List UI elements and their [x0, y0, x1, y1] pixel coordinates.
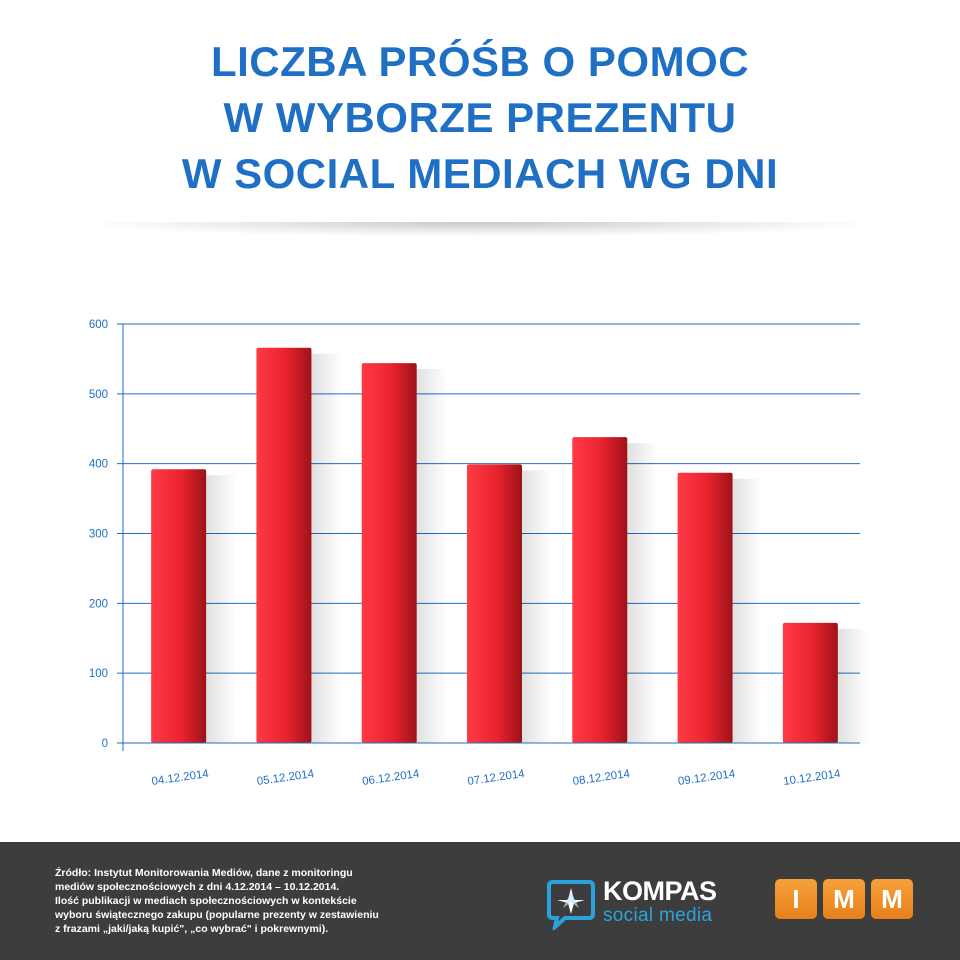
bar-shadow — [837, 628, 868, 743]
bar-shadow — [311, 353, 342, 743]
chart-title: LICZBA PRÓŚB O POMOC W WYBORZE PREZENTU … — [0, 34, 960, 202]
bar-shadow — [732, 478, 763, 743]
kompas-subtitle: social media — [603, 905, 713, 926]
bar — [256, 347, 312, 743]
y-tick-label: 300 — [89, 529, 108, 541]
bar — [151, 469, 207, 743]
bar — [572, 437, 628, 743]
bar-shadow — [627, 443, 658, 743]
imm-letter-1: I — [775, 879, 817, 919]
speech-bubble-compass-icon — [547, 880, 595, 930]
y-tick-label: 100 — [89, 668, 108, 680]
x-tick-label: 04.12.2014 — [151, 768, 210, 788]
bar-shadow — [416, 369, 447, 743]
source-note-line-1: Źródło: Instytut Monitorowania Mediów, d… — [55, 867, 353, 879]
y-tick-label: 600 — [89, 319, 108, 331]
x-tick-label: 10.12.2014 — [783, 768, 842, 788]
y-tick-label: 400 — [89, 459, 108, 471]
title-line-2: W WYBORZE PREZENTU — [223, 94, 737, 141]
imm-letter-2: M — [823, 879, 865, 919]
source-note-line-2: mediów społecznościowych z dni 4.12.2014… — [55, 881, 340, 893]
bar — [677, 472, 733, 743]
x-tick-label: 06.12.2014 — [361, 768, 420, 788]
footer: Źródło: Instytut Monitorowania Mediów, d… — [0, 842, 960, 960]
x-tick-label: 09.12.2014 — [677, 768, 736, 788]
title-line-1: LICZBA PRÓŚB O POMOC — [210, 38, 750, 85]
source-note-line-3: Ilość publikacji w mediach społecznościo… — [55, 895, 357, 907]
bar — [467, 464, 522, 743]
bar-shadow — [206, 475, 237, 743]
source-note-line-4: wyboru świątecznego zakupu (popularne pr… — [55, 909, 379, 921]
imm-logo: I M M — [775, 879, 915, 919]
x-tick-label: 07.12.2014 — [467, 768, 526, 788]
x-tick-label: 08.12.2014 — [572, 768, 631, 788]
y-tick-label: 500 — [89, 389, 108, 401]
y-tick-label: 0 — [102, 738, 108, 750]
bar-shadow — [522, 470, 552, 743]
kompas-logo: KOMPAS social media — [545, 876, 725, 932]
source-note-line-5: z frazami „jaki/jaką kupić", „co wybrać"… — [55, 923, 329, 935]
bar-chart: 0 100 200 300 400 500 600 04.12.2014 05.12.2014 0… — [89, 319, 868, 788]
bar — [782, 622, 838, 743]
y-tick-label: 200 — [89, 598, 108, 610]
bar — [361, 363, 417, 743]
title-divider-shadow — [100, 222, 860, 236]
source-note: Źródło: Instytut Monitorowania Mediów, d… — [55, 866, 475, 936]
kompas-name: KOMPAS — [603, 876, 717, 906]
title-line-3: W SOCIAL MEDIACH WG DNI — [181, 150, 779, 197]
imm-letter-3: M — [871, 879, 913, 919]
x-tick-label: 05.12.2014 — [256, 768, 315, 788]
